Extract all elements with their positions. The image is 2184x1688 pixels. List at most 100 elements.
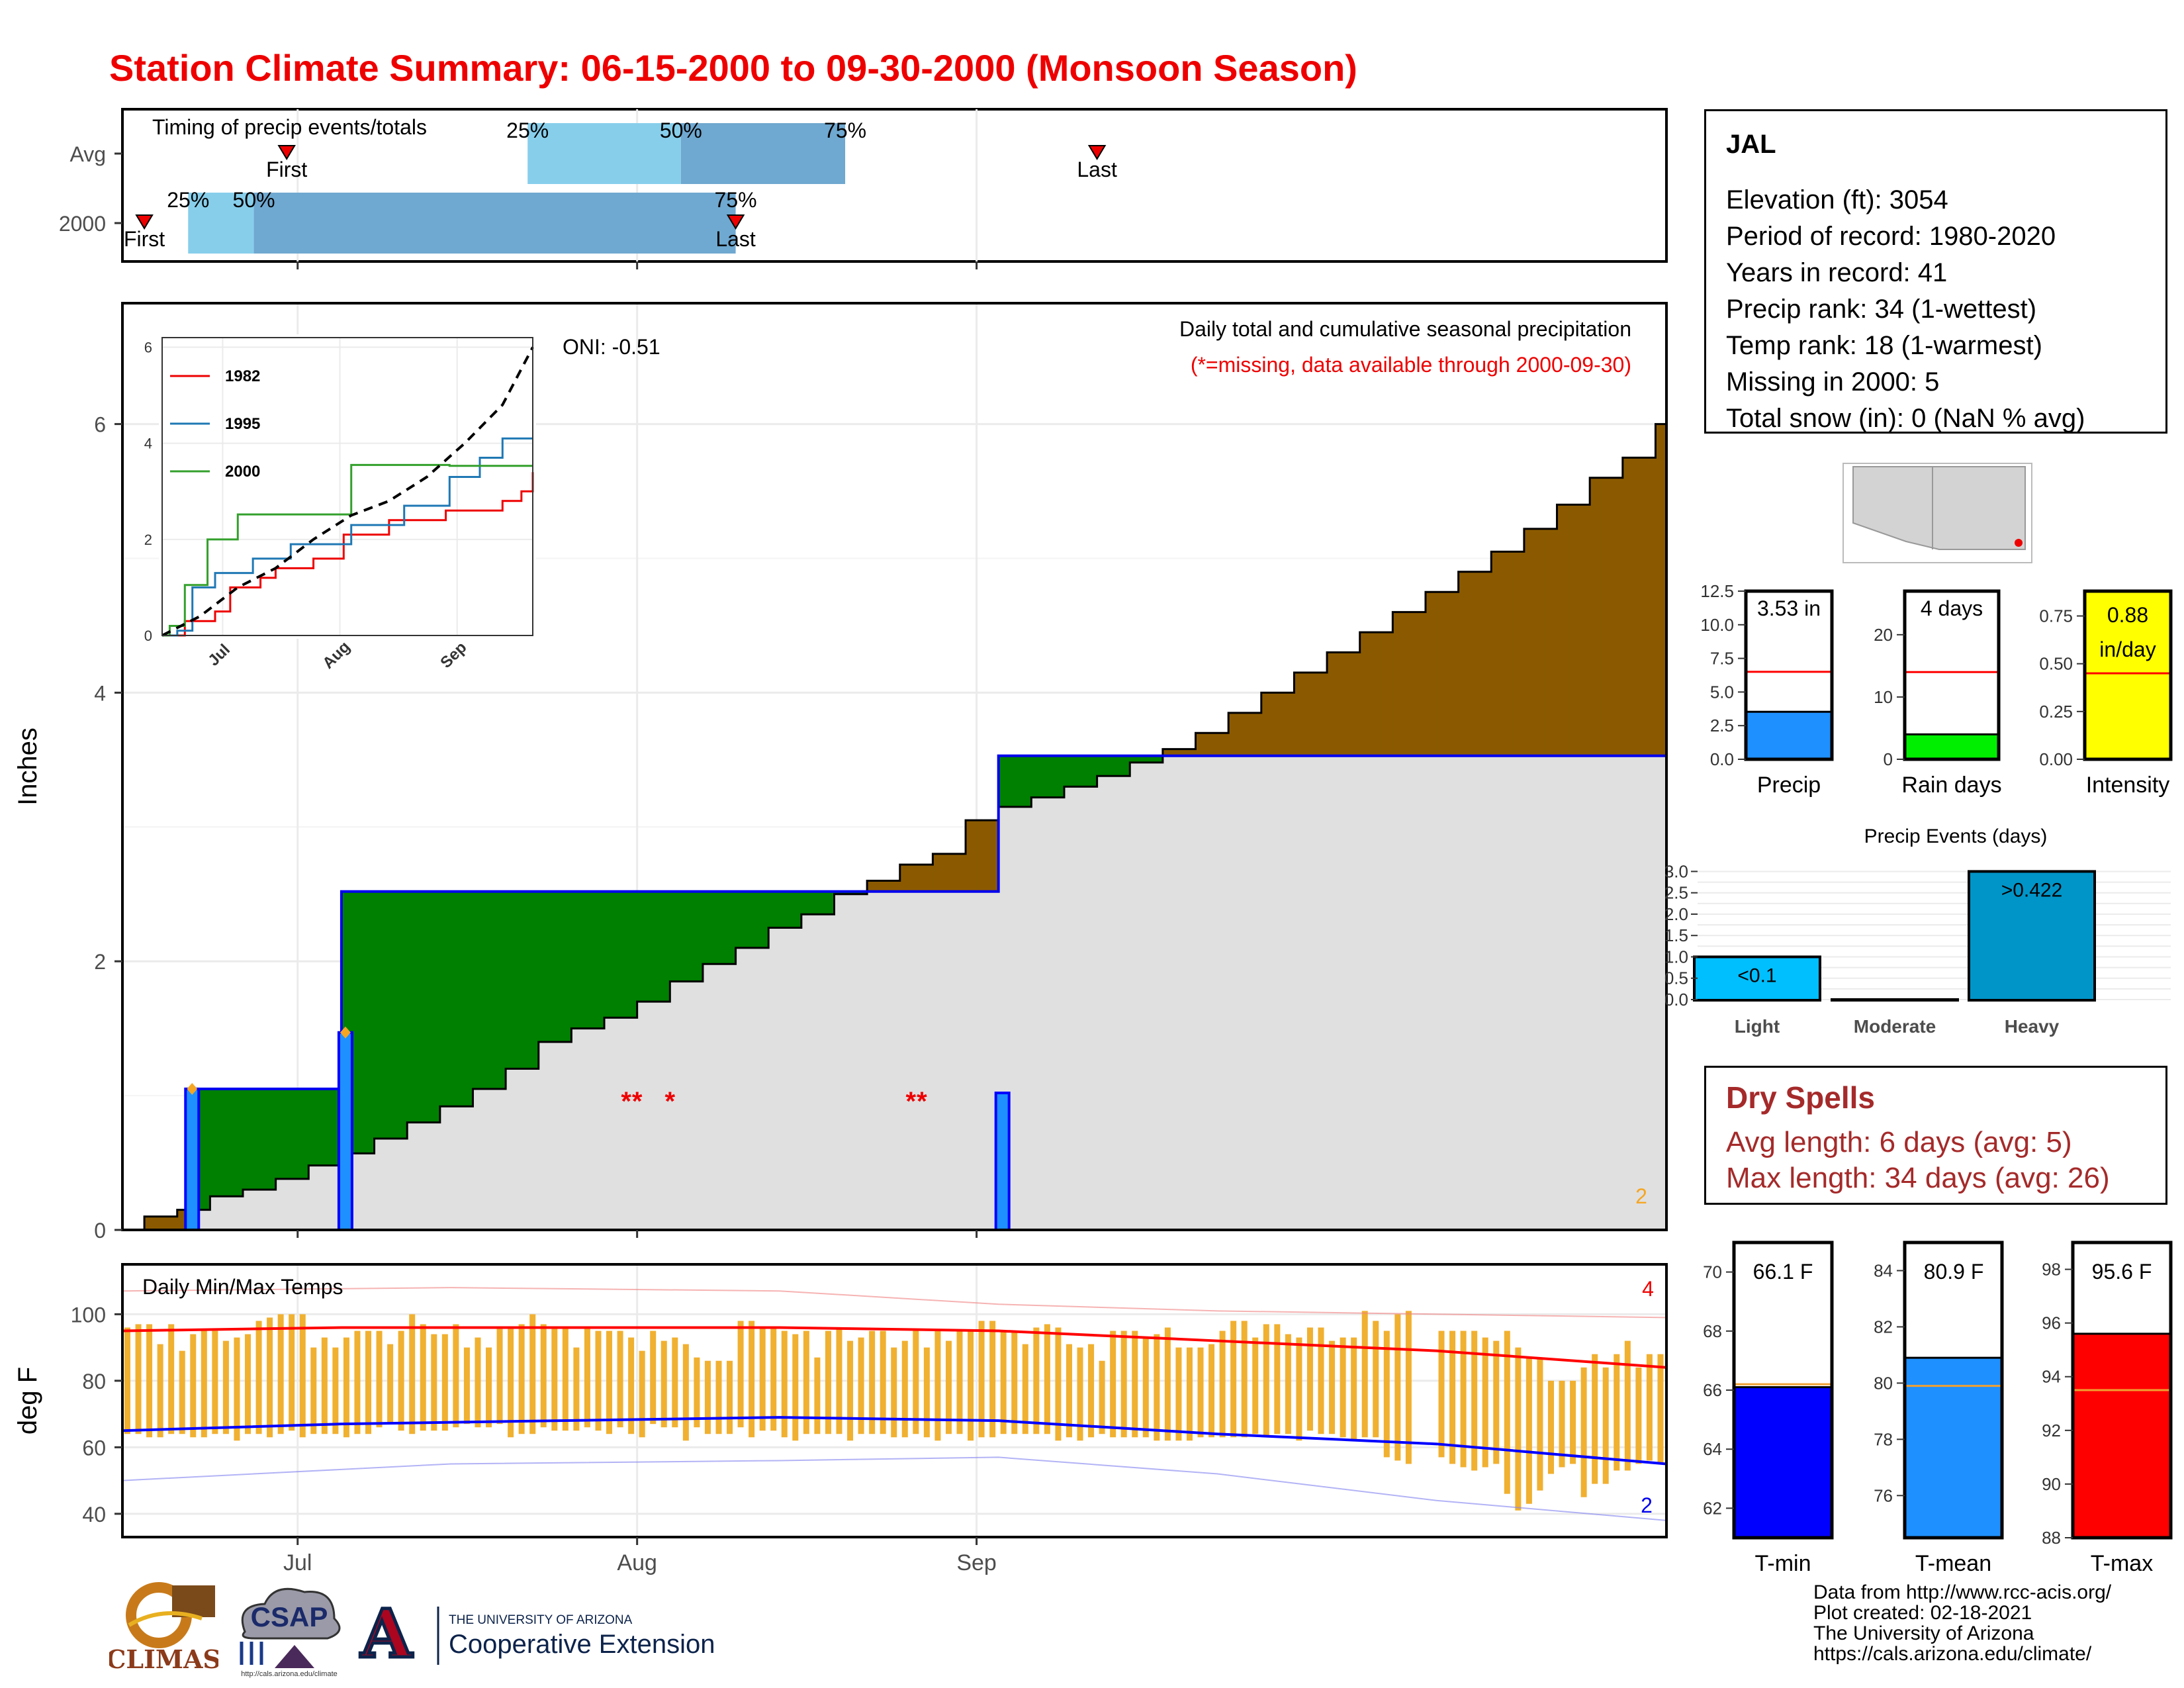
precip-below-normal-fill bbox=[1162, 749, 1174, 756]
y-tick-label-precip-total: 7.5 bbox=[1710, 649, 1734, 669]
precip-normal-fill bbox=[220, 1196, 232, 1230]
csap-text: CSAP bbox=[251, 1601, 328, 1632]
precip-above-normal-fill bbox=[1020, 755, 1032, 807]
precip-above-normal-fill bbox=[308, 1088, 320, 1166]
precip-normal-fill bbox=[451, 1106, 463, 1230]
precip-above-normal-fill bbox=[648, 891, 660, 1002]
x-label-rain-days: Rain days bbox=[1901, 773, 2001, 798]
temp-range-bar bbox=[836, 1327, 842, 1434]
precip-above-normal-fill bbox=[812, 891, 824, 915]
temp-max-normal-line bbox=[122, 1326, 1667, 1369]
precip-normal-fill bbox=[692, 981, 704, 1230]
precip-panel-title: Daily total and cumulative seasonal prec… bbox=[1179, 317, 1631, 341]
temp-y-tick-label: 40 bbox=[82, 1503, 106, 1526]
precip-below-normal-fill bbox=[1655, 424, 1667, 756]
temp-range-bar bbox=[1197, 1347, 1204, 1438]
temp-range-bar bbox=[989, 1321, 996, 1438]
temp-range-bar bbox=[1164, 1327, 1171, 1441]
precip-normal-fill bbox=[549, 1041, 561, 1230]
dry-spells-max: Max length: 34 days (avg: 26) bbox=[1726, 1162, 2110, 1194]
y-tick-label-t-max: 88 bbox=[2042, 1528, 2061, 1548]
precip-corner-count: 2 bbox=[1635, 1184, 1647, 1208]
precip-events-title: Precip Events (days) bbox=[1864, 825, 2048, 847]
temp-range-bar bbox=[1592, 1354, 1598, 1484]
temp-range-bar bbox=[1022, 1344, 1028, 1434]
precip-above-normal-fill bbox=[670, 891, 682, 982]
precip-normal-fill bbox=[538, 1041, 550, 1230]
precip-daily-bar bbox=[184, 1087, 201, 1232]
temp-range-bar bbox=[1493, 1340, 1500, 1464]
y-tick-label-intensity: 0.00 bbox=[2039, 749, 2073, 769]
temp-range-bar bbox=[628, 1337, 635, 1434]
precip-normal-fill bbox=[1053, 797, 1065, 1230]
precip-above-normal-fill bbox=[538, 891, 550, 1042]
y-tick-label-rain-days: 0 bbox=[1884, 749, 1893, 769]
precip-above-normal-fill bbox=[1118, 755, 1130, 776]
precip-normal-fill bbox=[484, 1088, 496, 1230]
y-tick-label-intensity: 0.25 bbox=[2039, 702, 2073, 722]
precip-below-normal-fill bbox=[1578, 504, 1590, 756]
timing-q75-label: 75% bbox=[715, 188, 757, 212]
precip-below-normal-fill bbox=[954, 853, 966, 892]
temp-range-bar bbox=[157, 1344, 163, 1438]
timing-last-marker bbox=[1087, 145, 1107, 160]
station-info-box: JAL Elevation (ft): 3054 Period of recor… bbox=[1704, 109, 2167, 434]
precip-normal-fill bbox=[1655, 755, 1667, 1230]
precip-normal-fill bbox=[473, 1088, 484, 1230]
precip-normal-fill bbox=[1578, 755, 1590, 1230]
temp-range-bar bbox=[1186, 1347, 1193, 1441]
temp-range-bar bbox=[595, 1331, 602, 1431]
precip-normal-fill bbox=[308, 1165, 320, 1230]
precip-normal-fill bbox=[933, 891, 944, 1230]
temp-record-high-count: 4 bbox=[1642, 1277, 1654, 1301]
precip-above-normal-fill bbox=[199, 1088, 210, 1210]
precip-normal-fill bbox=[1491, 755, 1503, 1230]
inset-legend-label: 2000 bbox=[225, 463, 260, 481]
page-title: Station Climate Summary: 06-15-2000 to 0… bbox=[109, 47, 1357, 89]
credits: Data from http://www.rcc-acis.org/ Plot … bbox=[1813, 1582, 2111, 1664]
temp-range-bar bbox=[1296, 1337, 1302, 1441]
precip-events-y-tick-label: 0.0 bbox=[1664, 990, 1688, 1009]
panel-outline-t-mean bbox=[1903, 1241, 2004, 1540]
precip-events-x-label: Moderate bbox=[1854, 1016, 1936, 1037]
precip-below-normal-fill bbox=[911, 865, 923, 892]
temp-range-bar bbox=[891, 1347, 897, 1438]
precip-above-normal-fill bbox=[461, 891, 473, 1107]
temp-range-bar bbox=[934, 1331, 941, 1441]
panel-outline-t-max bbox=[2071, 1241, 2173, 1540]
temp-range-bar bbox=[508, 1327, 514, 1438]
precip-normal-fill bbox=[1217, 755, 1229, 1230]
precip-below-normal-fill bbox=[166, 1216, 178, 1230]
t-max-label: 95.6 F bbox=[2092, 1260, 2152, 1284]
precip-normal-fill bbox=[1195, 755, 1207, 1230]
temp-range-bar bbox=[518, 1324, 525, 1434]
precip-normal-fill bbox=[626, 1017, 638, 1230]
temp-range-bar bbox=[475, 1337, 481, 1428]
temp-range-bar bbox=[168, 1324, 175, 1434]
precip-normal-fill bbox=[702, 964, 714, 1230]
temp-range-bar bbox=[124, 1327, 130, 1434]
timing-first-marker bbox=[135, 214, 154, 230]
precip-events-bar-label: >0.422 bbox=[2001, 879, 2063, 901]
precip-below-normal-fill bbox=[899, 865, 911, 892]
precip-events-y-tick-label: 2.0 bbox=[1664, 904, 1688, 924]
precip-above-normal-fill bbox=[604, 891, 616, 1018]
credit-url: https://cals.arizona.edu/climate/ bbox=[1813, 1643, 2092, 1665]
precip-daily-bar bbox=[337, 1031, 353, 1231]
precip-normal-fill bbox=[845, 894, 857, 1230]
precip-below-normal-fill bbox=[1272, 692, 1284, 756]
precip-below-normal-fill bbox=[1612, 477, 1623, 756]
precip-above-normal-fill bbox=[823, 891, 835, 915]
y-tick-label-precip-total: 5.0 bbox=[1710, 682, 1734, 702]
temp-range-bar bbox=[825, 1331, 831, 1434]
temp-range-bar bbox=[365, 1331, 372, 1434]
precip-normal-fill bbox=[1469, 755, 1481, 1230]
temp-range-bar bbox=[727, 1360, 733, 1434]
y-tick-label-t-mean: 82 bbox=[1874, 1317, 1893, 1336]
precip-below-normal-fill bbox=[1283, 692, 1295, 756]
temp-frame bbox=[121, 1263, 1668, 1538]
station-precip-rank: Precip rank: 34 (1-wettest) bbox=[1726, 295, 2037, 324]
temp-range-bar bbox=[913, 1331, 919, 1434]
precip-normal-fill bbox=[461, 1106, 473, 1230]
timing-first-label: First bbox=[124, 227, 165, 251]
